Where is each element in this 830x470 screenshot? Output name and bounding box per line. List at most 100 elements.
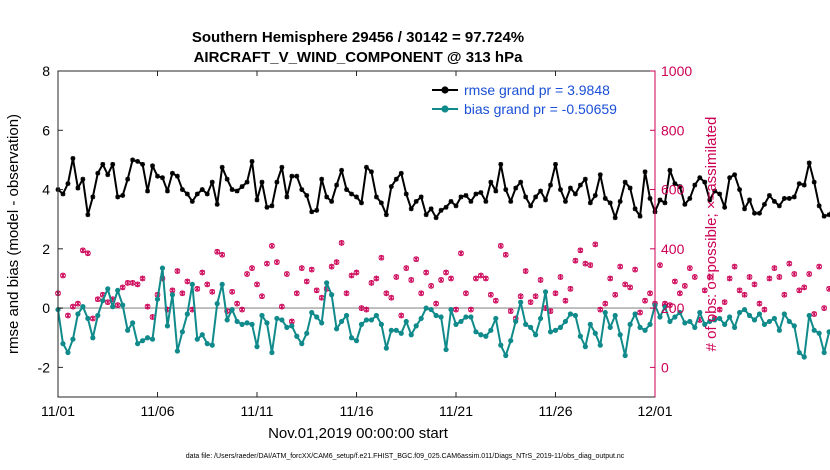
obs-assimilated-point bbox=[473, 275, 479, 282]
rmse-point bbox=[582, 176, 588, 182]
obs-assimilated-point bbox=[349, 272, 355, 279]
obs-assimilated-point bbox=[249, 265, 255, 271]
rmse-point bbox=[637, 213, 643, 219]
rmse-point bbox=[458, 194, 464, 200]
y-tick-label: 0 bbox=[42, 300, 50, 316]
bias-point bbox=[334, 326, 340, 332]
obs-assimilated-point bbox=[707, 274, 713, 280]
bias-point bbox=[363, 317, 370, 323]
rmse-point bbox=[697, 175, 703, 181]
bias-point bbox=[299, 341, 305, 347]
obs-assimilated-point bbox=[732, 263, 738, 270]
obs-assimilated-point bbox=[403, 265, 409, 271]
obs-assimilated-point bbox=[796, 287, 802, 294]
rmse-point bbox=[234, 188, 240, 194]
obs-assimilated-point bbox=[597, 306, 603, 313]
rmse-point bbox=[647, 196, 653, 201]
obs-assimilated-point bbox=[821, 305, 827, 311]
rmse-point bbox=[60, 191, 66, 197]
bias-point bbox=[677, 309, 683, 316]
bias-point bbox=[249, 321, 255, 327]
obs-assimilated-point bbox=[627, 284, 633, 291]
bias-point bbox=[523, 321, 529, 327]
bias-point bbox=[727, 314, 733, 320]
rmse-point bbox=[762, 201, 767, 207]
obs-assimilated-point bbox=[806, 271, 812, 277]
rmse-point bbox=[423, 212, 429, 218]
obs-assimilated-point bbox=[433, 300, 439, 307]
obs-assimilated-point bbox=[637, 309, 643, 316]
rmse-point bbox=[463, 193, 469, 198]
bias-point bbox=[338, 318, 345, 325]
bias-point bbox=[781, 311, 787, 317]
bias-point bbox=[647, 321, 653, 327]
bias-point bbox=[632, 311, 638, 317]
chart-title: Southern Hemisphere 29456 / 30142 = 97.7… bbox=[192, 29, 524, 46]
bias-series bbox=[55, 265, 830, 360]
legend-rmse-label: rmse grand pr = 3.9848 bbox=[464, 82, 610, 98]
rmse-point bbox=[543, 197, 548, 203]
rmse-point bbox=[145, 188, 150, 194]
obs-assimilated-point bbox=[229, 288, 235, 295]
rmse-point bbox=[503, 187, 509, 192]
bias-point bbox=[274, 315, 280, 322]
rmse-point bbox=[224, 176, 230, 182]
x-tick-label: 11/26 bbox=[539, 403, 573, 419]
rmse-point bbox=[781, 196, 787, 201]
bias-point bbox=[572, 312, 579, 319]
obs-assimilated-point bbox=[443, 269, 449, 276]
x-axis-label: Nov.01,2019 00:00:00 start bbox=[268, 425, 449, 442]
bias-point bbox=[552, 327, 559, 333]
obs-assimilated-point bbox=[179, 290, 185, 297]
rmse-point bbox=[657, 197, 663, 203]
bias-point bbox=[796, 349, 802, 356]
bias-point bbox=[458, 318, 464, 325]
rmse-point bbox=[627, 185, 633, 191]
bias-point bbox=[746, 312, 753, 319]
obs-assimilated-point bbox=[811, 311, 817, 317]
obs-assimilated-point bbox=[145, 303, 151, 310]
rmse-point bbox=[622, 179, 628, 185]
bias-point bbox=[771, 315, 778, 322]
obs-assimilated-point bbox=[687, 265, 693, 271]
y-axis-ticks: -2 0 2 4 6 8 bbox=[38, 63, 63, 375]
bias-point bbox=[617, 332, 623, 338]
obs-assimilated-point bbox=[418, 290, 424, 297]
obs-assimilated-point bbox=[254, 281, 260, 288]
bias-point bbox=[707, 318, 713, 325]
bias-point bbox=[732, 324, 738, 330]
bias-point bbox=[786, 318, 792, 325]
obs-assimilated-point bbox=[393, 274, 399, 280]
obs-assimilated-point bbox=[135, 281, 141, 288]
bias-point bbox=[60, 341, 66, 347]
obs-assimilated-point bbox=[353, 269, 360, 276]
bias-point bbox=[413, 323, 419, 329]
rmse-point bbox=[199, 187, 205, 192]
rmse-point bbox=[378, 200, 384, 206]
rmse-point bbox=[349, 191, 354, 197]
obs-assimilated-point bbox=[488, 291, 494, 298]
rmse-point bbox=[319, 176, 325, 182]
bias-point bbox=[766, 318, 773, 325]
y2-tick-label: 1000 bbox=[661, 63, 692, 79]
obs-assimilated-point bbox=[199, 269, 205, 276]
rmse-point bbox=[667, 167, 673, 173]
obs-assimilated-point bbox=[194, 286, 200, 292]
obs-assimilated-point bbox=[617, 263, 623, 270]
bias-point bbox=[393, 327, 399, 333]
rmse-point bbox=[309, 209, 315, 215]
rmse-point bbox=[95, 170, 101, 176]
obs-assimilated-point bbox=[309, 266, 315, 273]
rmse-point bbox=[374, 194, 379, 200]
obs-assimilated-point bbox=[304, 278, 310, 285]
rmse-point bbox=[483, 199, 489, 204]
rmse-point bbox=[155, 173, 160, 179]
obs-assimilated-point bbox=[438, 277, 444, 283]
obs-assimilated-point bbox=[383, 290, 389, 297]
obs-assimilated-point bbox=[60, 272, 66, 279]
rmse-point bbox=[369, 169, 374, 175]
obs-assimilated-point bbox=[408, 277, 414, 283]
rmse-point bbox=[194, 191, 200, 197]
obs-assimilated-point bbox=[458, 250, 464, 257]
bias-point bbox=[179, 329, 185, 335]
